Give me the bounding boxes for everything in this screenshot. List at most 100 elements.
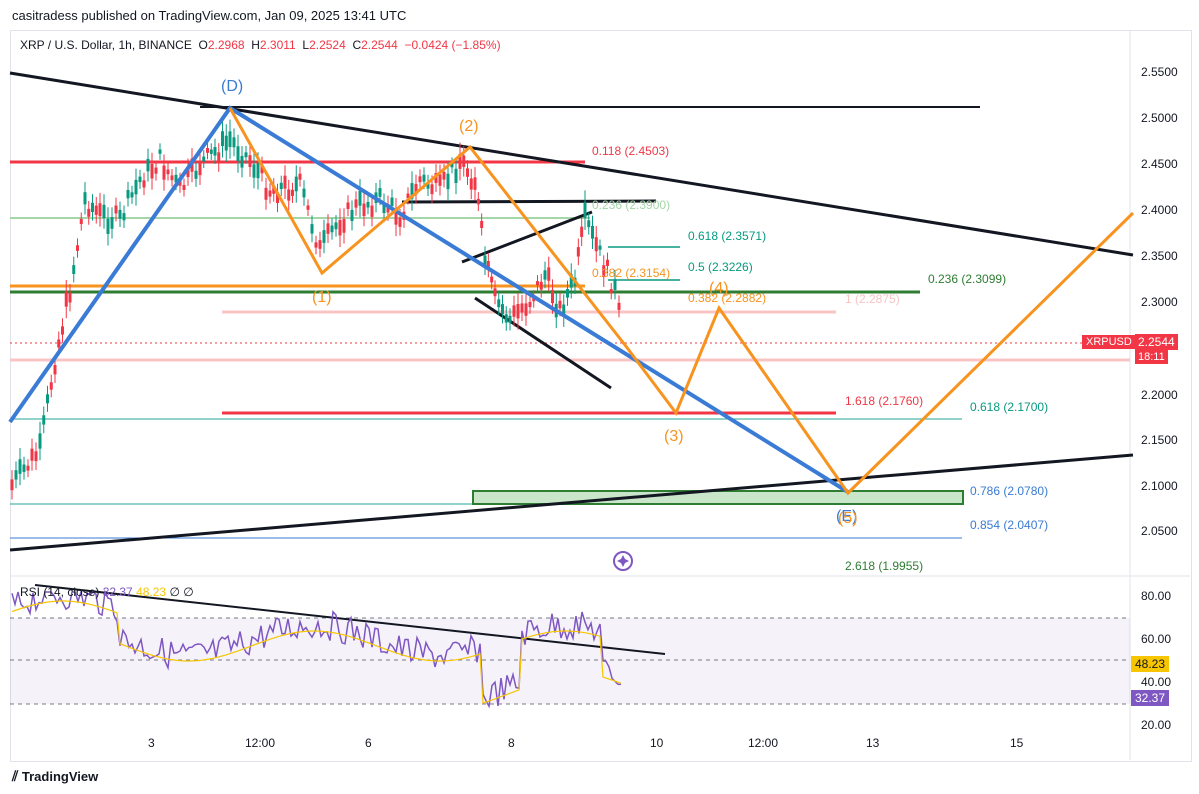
candle-body [576, 247, 580, 257]
candle-body [547, 267, 551, 281]
level-label: 0.786 (2.0780) [970, 484, 1049, 498]
candle-body [346, 202, 350, 209]
candle-body [504, 314, 508, 323]
price-tick: 2.1000 [1141, 479, 1178, 493]
channel-upper-line [461, 210, 593, 264]
candle-body [516, 304, 520, 319]
candle-body [334, 222, 338, 230]
current-price-tag: 2.2544 [1135, 334, 1178, 350]
rsi-tick: 40.00 [1141, 675, 1172, 689]
candle-body [539, 281, 543, 290]
change-value: −0.0424 (−1.85%) [404, 38, 501, 52]
candle-body [206, 147, 209, 153]
rsi-value-tag: 32.37 [1131, 690, 1170, 706]
candle-body [114, 205, 118, 214]
level-label: 0.236 (2.3099) [928, 272, 1007, 286]
wave-label-d: (D) [221, 78, 244, 95]
candle-body [72, 265, 76, 274]
candle-body [198, 163, 202, 176]
candle-body [154, 167, 158, 174]
candle-body [18, 459, 22, 474]
candle-body [150, 163, 154, 179]
candle-body [53, 365, 57, 375]
candle-body [446, 173, 450, 190]
candle-body [358, 190, 362, 206]
wave-label-e: (E) [836, 508, 858, 525]
candle-body [294, 176, 298, 192]
level-label: 0.618 (2.3571) [688, 229, 767, 243]
candle-body [497, 299, 501, 308]
candle-body [562, 304, 566, 317]
candle-body [252, 164, 256, 178]
time-tick: 8 [508, 736, 515, 750]
candle-body [221, 131, 224, 147]
candle-body [91, 202, 94, 213]
candle-body [87, 208, 91, 217]
candle-body [617, 302, 621, 310]
candle-body [244, 152, 248, 158]
candle-body [558, 300, 562, 309]
candle-body [410, 183, 414, 199]
level-label: 1.618 (2.1760) [845, 394, 924, 408]
candle-body [142, 180, 146, 188]
candle-body [162, 165, 166, 180]
candle-body [68, 292, 72, 303]
wave-label-5: (5) [838, 510, 858, 527]
upper-trendline [9, 71, 1134, 257]
candle-body [398, 217, 402, 227]
candle-body [426, 182, 430, 189]
lower-trendline [9, 453, 1134, 552]
price-tick: 2.0500 [1141, 524, 1178, 538]
channel-top-line [401, 199, 657, 204]
candlestick-series [10, 119, 621, 500]
candle-body [240, 155, 244, 168]
candle-body [236, 146, 240, 162]
candle-body [276, 192, 279, 204]
candle-body [306, 205, 310, 210]
price-tick: 2.4000 [1141, 203, 1178, 217]
tradingview-logo[interactable]: ⫽ TradingView [12, 768, 99, 784]
candle-body [418, 176, 422, 183]
candle-body [330, 225, 334, 233]
candle-body [232, 137, 236, 148]
candle-body [110, 217, 114, 229]
candle-body [480, 220, 484, 229]
level-label: 1 (2.2875) [845, 292, 900, 306]
time-tick: 15 [1010, 736, 1024, 750]
chart-frame[interactable] [10, 30, 1192, 762]
candle-body [473, 177, 477, 190]
candle-body [382, 202, 386, 214]
candle-body [580, 226, 584, 237]
level-label: 0.5 (2.3226) [688, 260, 753, 274]
time-tick: 6 [365, 736, 372, 750]
rsi-ma-tag: 48.23 [1131, 656, 1170, 672]
price-tick: 2.2000 [1141, 388, 1178, 402]
candle-body [414, 184, 418, 195]
candle-body [466, 168, 469, 177]
candle-body [490, 276, 494, 283]
time-tick: 10 [650, 736, 664, 750]
candle-body [362, 203, 366, 217]
candle-body [378, 188, 382, 197]
candle-body [298, 173, 302, 180]
candle-body [469, 178, 473, 190]
candle-body [406, 193, 410, 199]
symbol-name: XRP / U.S. Dollar, 1h, BINANCE [20, 38, 192, 52]
rsi-tick: 60.00 [1141, 632, 1172, 646]
candle-body [146, 158, 150, 172]
candle-body [314, 242, 318, 248]
candle-body [458, 153, 462, 169]
candle-body [49, 382, 53, 390]
candle-body [524, 303, 528, 316]
rsi-ma-line [11, 600, 622, 704]
candle-body [102, 204, 106, 219]
candle-body [291, 189, 294, 196]
candle-body [228, 131, 232, 147]
candle-body [430, 184, 434, 195]
candle-body [442, 171, 446, 180]
candle-body [302, 188, 306, 198]
candle-body [422, 174, 426, 182]
price-tick: 2.3000 [1141, 295, 1178, 309]
rsi-tick: 80.00 [1141, 589, 1172, 603]
